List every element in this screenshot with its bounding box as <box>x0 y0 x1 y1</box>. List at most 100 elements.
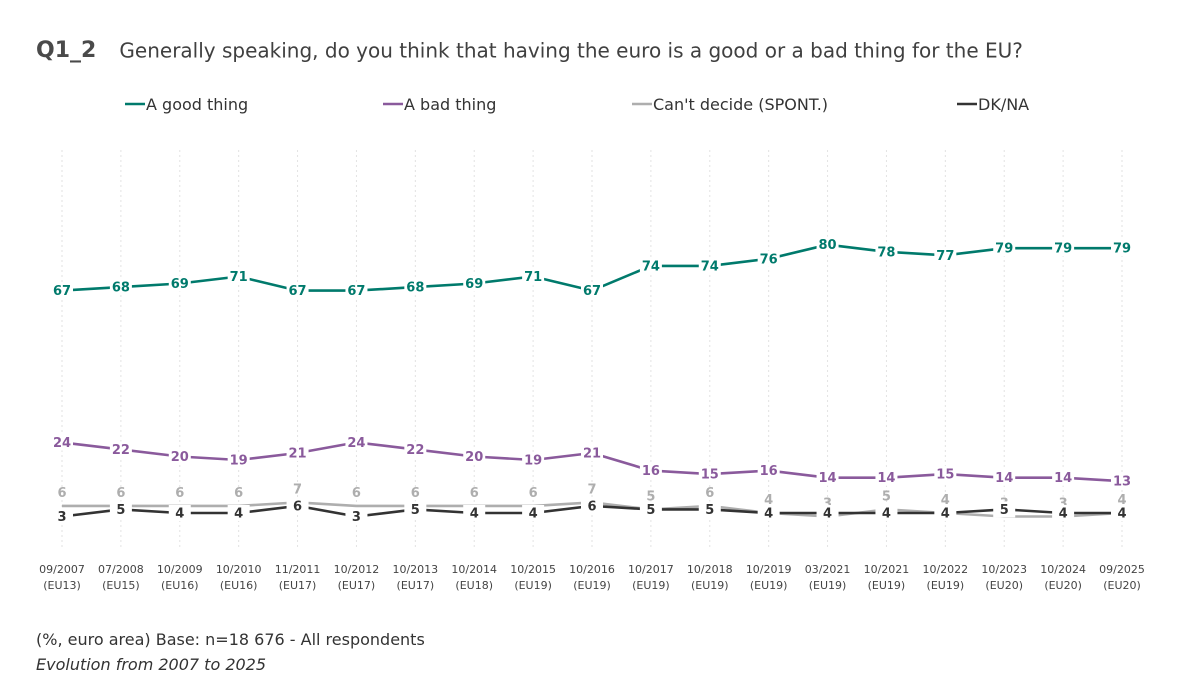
x-tick: 10/2012 (EU17) <box>334 563 380 592</box>
label-bg <box>168 448 191 465</box>
data-label: 6 <box>234 486 243 501</box>
data-label: 3 <box>352 510 361 525</box>
label-bg <box>404 441 427 458</box>
label-bg <box>1052 469 1075 486</box>
data-label: 68 <box>406 281 424 296</box>
label-bg <box>109 501 132 518</box>
x-tick: 10/2010 (EU16) <box>216 563 262 592</box>
x-tick: 10/2022 (EU19) <box>922 563 968 592</box>
x-tick-group: (EU15) <box>102 579 140 592</box>
data-label: 3 <box>823 497 832 512</box>
x-tick-date: 09/2007 <box>39 563 85 576</box>
data-label: 71 <box>230 270 248 285</box>
data-label: 22 <box>406 443 424 458</box>
x-tick-group: (EU19) <box>927 579 965 592</box>
data-label: 67 <box>53 284 71 299</box>
label-bg <box>934 247 957 264</box>
data-label: 80 <box>819 238 837 253</box>
data-label: 5 <box>646 489 655 504</box>
data-label: 6 <box>705 486 714 501</box>
x-tick-group: (EU20) <box>1103 579 1141 592</box>
label-bg <box>993 240 1016 257</box>
data-label: 5 <box>116 503 125 518</box>
label-bg <box>993 501 1016 518</box>
data-label: 6 <box>293 499 302 514</box>
data-label: 16 <box>760 464 778 479</box>
data-label: 24 <box>53 436 71 451</box>
data-label: 79 <box>1113 242 1131 257</box>
data-label: 19 <box>524 454 542 469</box>
label-bg <box>286 497 309 514</box>
x-tick: 10/2015 (EU19) <box>510 563 556 592</box>
label-bg <box>581 282 603 299</box>
legend-label: DK/NA <box>978 95 1029 114</box>
x-tick-date: 09/2025 <box>1099 563 1145 576</box>
label-bg <box>757 250 780 267</box>
label-bg <box>1111 240 1133 257</box>
x-tick-group: (EU16) <box>220 579 258 592</box>
label-bg <box>698 466 721 483</box>
data-label: 4 <box>1117 493 1126 508</box>
data-label: 4 <box>529 506 538 521</box>
label-bg <box>345 282 368 299</box>
data-label: 78 <box>877 245 895 260</box>
line-chart: A good thing A bad thing Can't decide (SPO… <box>39 95 1145 592</box>
data-label: 77 <box>936 249 954 264</box>
data-label: 6 <box>57 486 66 501</box>
x-tick-group: (EU20) <box>985 579 1023 592</box>
data-label: 14 <box>995 471 1013 486</box>
x-tick: 09/2025 (EU20) <box>1099 563 1145 592</box>
label-bg <box>404 501 427 518</box>
x-tick-date: 10/2018 <box>687 563 733 576</box>
data-label: 4 <box>1059 506 1068 521</box>
data-label: 4 <box>234 506 243 521</box>
data-label: 4 <box>175 506 184 521</box>
data-label: 14 <box>819 471 837 486</box>
data-label: 20 <box>171 450 189 465</box>
x-tick-group: (EU20) <box>1044 579 1082 592</box>
x-tick-group: (EU19) <box>573 579 611 592</box>
x-tick-group: (EU19) <box>868 579 906 592</box>
label-bg <box>993 469 1016 486</box>
label-bg <box>875 243 898 260</box>
x-tick-date: 10/2009 <box>157 563 203 576</box>
x-tick-group: (EU16) <box>161 579 199 592</box>
evolution-note: Evolution from 2007 to 2025 <box>36 655 267 674</box>
x-tick-date: 10/2022 <box>922 563 968 576</box>
label-bg <box>1052 240 1075 257</box>
label-bg <box>51 434 73 451</box>
data-label: 15 <box>701 468 719 483</box>
data-label: 71 <box>524 270 542 285</box>
legend-item: A good thing <box>125 95 248 114</box>
label-bg <box>816 469 839 486</box>
chart-header: Q1_2 Generally speaking, do you think th… <box>36 38 1023 68</box>
label-bg <box>463 504 486 521</box>
data-label: 13 <box>1113 475 1131 490</box>
legend-item: DK/NA <box>957 95 1029 114</box>
data-label: 4 <box>882 506 891 521</box>
x-tick: 03/2021 (EU19) <box>805 563 851 592</box>
x-tick: 10/2017 (EU19) <box>628 563 674 592</box>
chart-title: Generally speaking, do you think that ha… <box>119 38 1023 63</box>
data-label: 4 <box>823 506 832 521</box>
data-label: 21 <box>583 446 601 461</box>
data-label: 22 <box>112 443 130 458</box>
label-bg <box>757 504 780 521</box>
data-label: 5 <box>882 489 891 504</box>
label-bg <box>581 444 603 461</box>
x-tick: 10/2021 (EU19) <box>864 563 910 592</box>
data-label: 4 <box>941 506 950 521</box>
data-label: 6 <box>529 486 538 501</box>
data-label: 74 <box>701 259 719 274</box>
x-tick: 10/2014 (EU18) <box>451 563 497 592</box>
data-label: 7 <box>293 482 302 497</box>
label-bg <box>639 257 662 274</box>
x-tick: 10/2016 (EU19) <box>569 563 615 592</box>
label-bg <box>875 504 898 521</box>
x-tick-date: 11/2011 <box>275 563 321 576</box>
x-tick: 10/2019 (EU19) <box>746 563 792 592</box>
x-tick-group: (EU19) <box>809 579 847 592</box>
data-label: 16 <box>642 464 660 479</box>
x-tick: 10/2018 (EU19) <box>687 563 733 592</box>
legend-label: A bad thing <box>404 95 496 114</box>
